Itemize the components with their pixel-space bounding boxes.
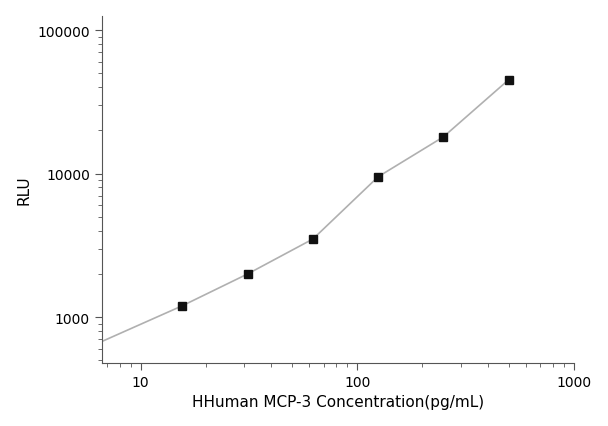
X-axis label: HHuman MCP-3 Concentration(pg/mL): HHuman MCP-3 Concentration(pg/mL)	[192, 394, 484, 409]
Y-axis label: RLU: RLU	[16, 175, 32, 204]
